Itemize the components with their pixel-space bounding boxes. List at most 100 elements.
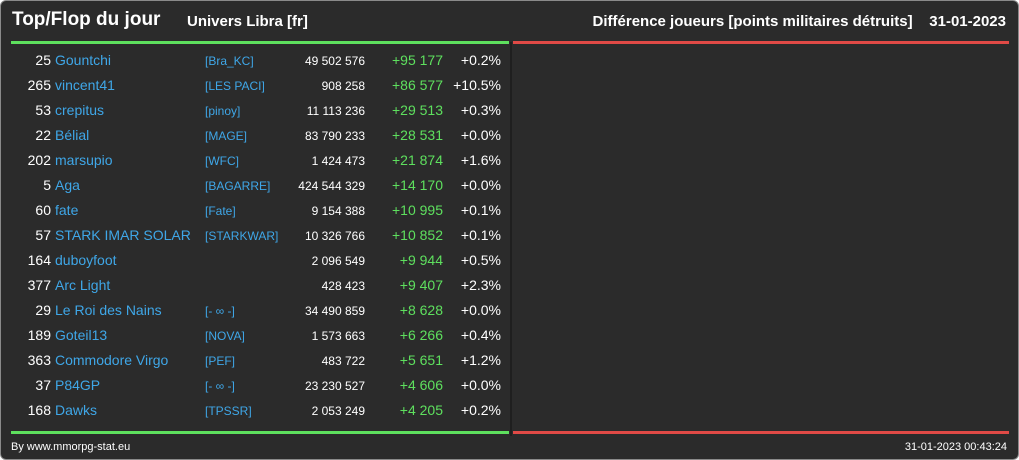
player-link[interactable]: Bélial <box>55 127 90 143</box>
player-rank: 57 <box>35 227 51 243</box>
points-difference: +8 628 <box>399 302 443 318</box>
player-link[interactable]: Gountchi <box>55 52 112 68</box>
percent-change: +0.0% <box>460 127 501 143</box>
player-points: 424 544 329 <box>298 179 365 193</box>
percent-change: +0.0% <box>460 377 501 393</box>
player-link[interactable]: Aga <box>55 177 80 193</box>
table-row: 22 Bélial [MAGE] 83 790 233 +28 531 +0.0% <box>11 123 509 148</box>
stat-description: Différence joueurs [points militaires dé… <box>592 13 913 30</box>
points-difference: +9 944 <box>399 252 443 268</box>
table-row: 25 Gountchi [Bra_KC] 49 502 576 +95 177 +0.2% <box>11 48 509 73</box>
player-link[interactable]: crepitus <box>55 102 105 118</box>
player-rank: 60 <box>35 202 51 218</box>
player-points: 9 154 388 <box>311 204 365 218</box>
alliance-link[interactable]: [WFC] <box>205 154 239 168</box>
table-row: 60 fate [Fate] 9 154 388 +10 995 +0.1% <box>11 198 509 223</box>
points-difference: +4 205 <box>399 402 443 418</box>
percent-change: +0.1% <box>460 227 501 243</box>
points-difference: +5 651 <box>399 352 443 368</box>
points-difference: +6 266 <box>399 327 443 343</box>
table-row: 377 Arc Light 428 423 +9 407 +2.3% <box>11 273 509 298</box>
table-row: 53 crepitus [pinoy] 11 113 236 +29 513 +0.3% <box>11 98 509 123</box>
player-points: 1 424 473 <box>311 154 365 168</box>
player-points: 11 113 236 <box>306 104 365 118</box>
percent-change: +0.4% <box>460 327 501 343</box>
alliance-link[interactable]: [- ∞ -] <box>205 379 235 393</box>
table-row: 57 STARK IMAR SOLAR [STARKWAR] 10 326 766 +1… <box>11 223 509 248</box>
generated-timestamp: 31-01-2023 00:43:24 <box>904 441 1007 453</box>
table-row: 265 vincent41 [LES PACI] 908 258 +86 577 +10.… <box>11 73 509 98</box>
alliance-link[interactable]: [- ∞ -] <box>205 304 235 318</box>
player-points: 83 790 233 <box>304 129 365 143</box>
player-link[interactable]: P84GP <box>55 377 101 393</box>
player-link[interactable]: vincent41 <box>55 77 115 93</box>
flop-section-bottom-bar <box>513 431 1009 434</box>
player-rank: 29 <box>35 302 51 318</box>
alliance-link[interactable]: [PEF] <box>205 354 236 368</box>
percent-change: +10.5% <box>453 77 501 93</box>
alliance-link[interactable]: [Fate] <box>205 204 236 218</box>
alliance-link[interactable]: [pinoy] <box>205 104 241 118</box>
player-rank: 53 <box>35 102 51 118</box>
table-row: 164 duboyfoot 2 096 549 +9 944 +0.5% <box>11 248 509 273</box>
player-points: 428 423 <box>321 279 365 293</box>
player-points: 1 573 663 <box>311 329 365 343</box>
top-section-bottom-bar <box>11 431 509 434</box>
points-difference: +21 874 <box>392 152 443 168</box>
alliance-link[interactable]: [TPSSR] <box>205 404 252 418</box>
player-link[interactable]: duboyfoot <box>55 252 117 268</box>
percent-change: +0.1% <box>460 202 501 218</box>
top-section-bar <box>11 41 509 44</box>
stat-heading: Différence joueurs [points militaires dé… <box>593 13 1006 30</box>
player-points: 908 258 <box>321 79 365 93</box>
table-row: 189 Goteil13 [NOVA] 1 573 663 +6 266 +0.4% <box>11 323 509 348</box>
player-rank: 377 <box>27 277 51 293</box>
player-link[interactable]: STARK IMAR SOLAR <box>55 227 191 243</box>
alliance-link[interactable]: [MAGE] <box>205 129 248 143</box>
points-difference: +28 531 <box>392 127 443 143</box>
player-link[interactable]: Dawks <box>55 402 98 418</box>
player-rank: 265 <box>27 77 51 93</box>
percent-change: +0.0% <box>460 177 501 193</box>
player-rank: 363 <box>27 352 51 368</box>
points-difference: +29 513 <box>392 102 443 118</box>
flop-section-bar <box>513 41 1009 44</box>
points-difference: +86 577 <box>392 77 443 93</box>
player-points: 10 326 766 <box>304 229 365 243</box>
player-points: 2 053 249 <box>311 404 365 418</box>
alliance-link[interactable]: [BAGARRE] <box>205 179 271 193</box>
player-link[interactable]: fate <box>55 202 79 218</box>
alliance-link[interactable]: [LES PACI] <box>205 79 265 93</box>
player-link[interactable]: Commodore Virgo <box>55 352 169 368</box>
player-link[interactable]: Le Roi des Nains <box>55 302 162 318</box>
player-link[interactable]: Arc Light <box>55 277 111 293</box>
player-points: 34 490 859 <box>304 304 365 318</box>
player-rank: 37 <box>35 377 51 393</box>
alliance-link[interactable]: [NOVA] <box>205 329 245 343</box>
alliance-link[interactable]: [STARKWAR] <box>205 229 279 243</box>
table-row: 37 P84GP [- ∞ -] 23 230 527 +4 606 +0.0% <box>11 373 509 398</box>
stat-date: 31-01-2023 <box>929 13 1006 30</box>
table-row: 29 Le Roi des Nains [- ∞ -] 34 490 859 +8 62… <box>11 298 509 323</box>
points-difference: +4 606 <box>399 377 443 393</box>
player-rank: 202 <box>27 152 51 168</box>
percent-change: +1.2% <box>460 352 501 368</box>
table-row: 202 marsupio [WFC] 1 424 473 +21 874 +1.6% <box>11 148 509 173</box>
site-credit: By www.mmorpg-stat.eu <box>11 441 131 453</box>
points-difference: +95 177 <box>392 52 443 68</box>
alliance-link[interactable]: [Bra_KC] <box>205 54 254 68</box>
player-rank: 25 <box>35 52 51 68</box>
percent-change: +0.2% <box>460 402 501 418</box>
player-points: 2 096 549 <box>311 254 365 268</box>
column-divider <box>510 42 512 436</box>
percent-change: +0.2% <box>460 52 501 68</box>
percent-change: +0.3% <box>460 102 501 118</box>
percent-change: +0.0% <box>460 302 501 318</box>
points-difference: +9 407 <box>399 277 443 293</box>
points-difference: +10 852 <box>392 227 443 243</box>
player-rank: 168 <box>27 402 51 418</box>
player-link[interactable]: marsupio <box>55 152 113 168</box>
player-rank: 5 <box>43 177 51 193</box>
player-link[interactable]: Goteil13 <box>55 327 108 343</box>
